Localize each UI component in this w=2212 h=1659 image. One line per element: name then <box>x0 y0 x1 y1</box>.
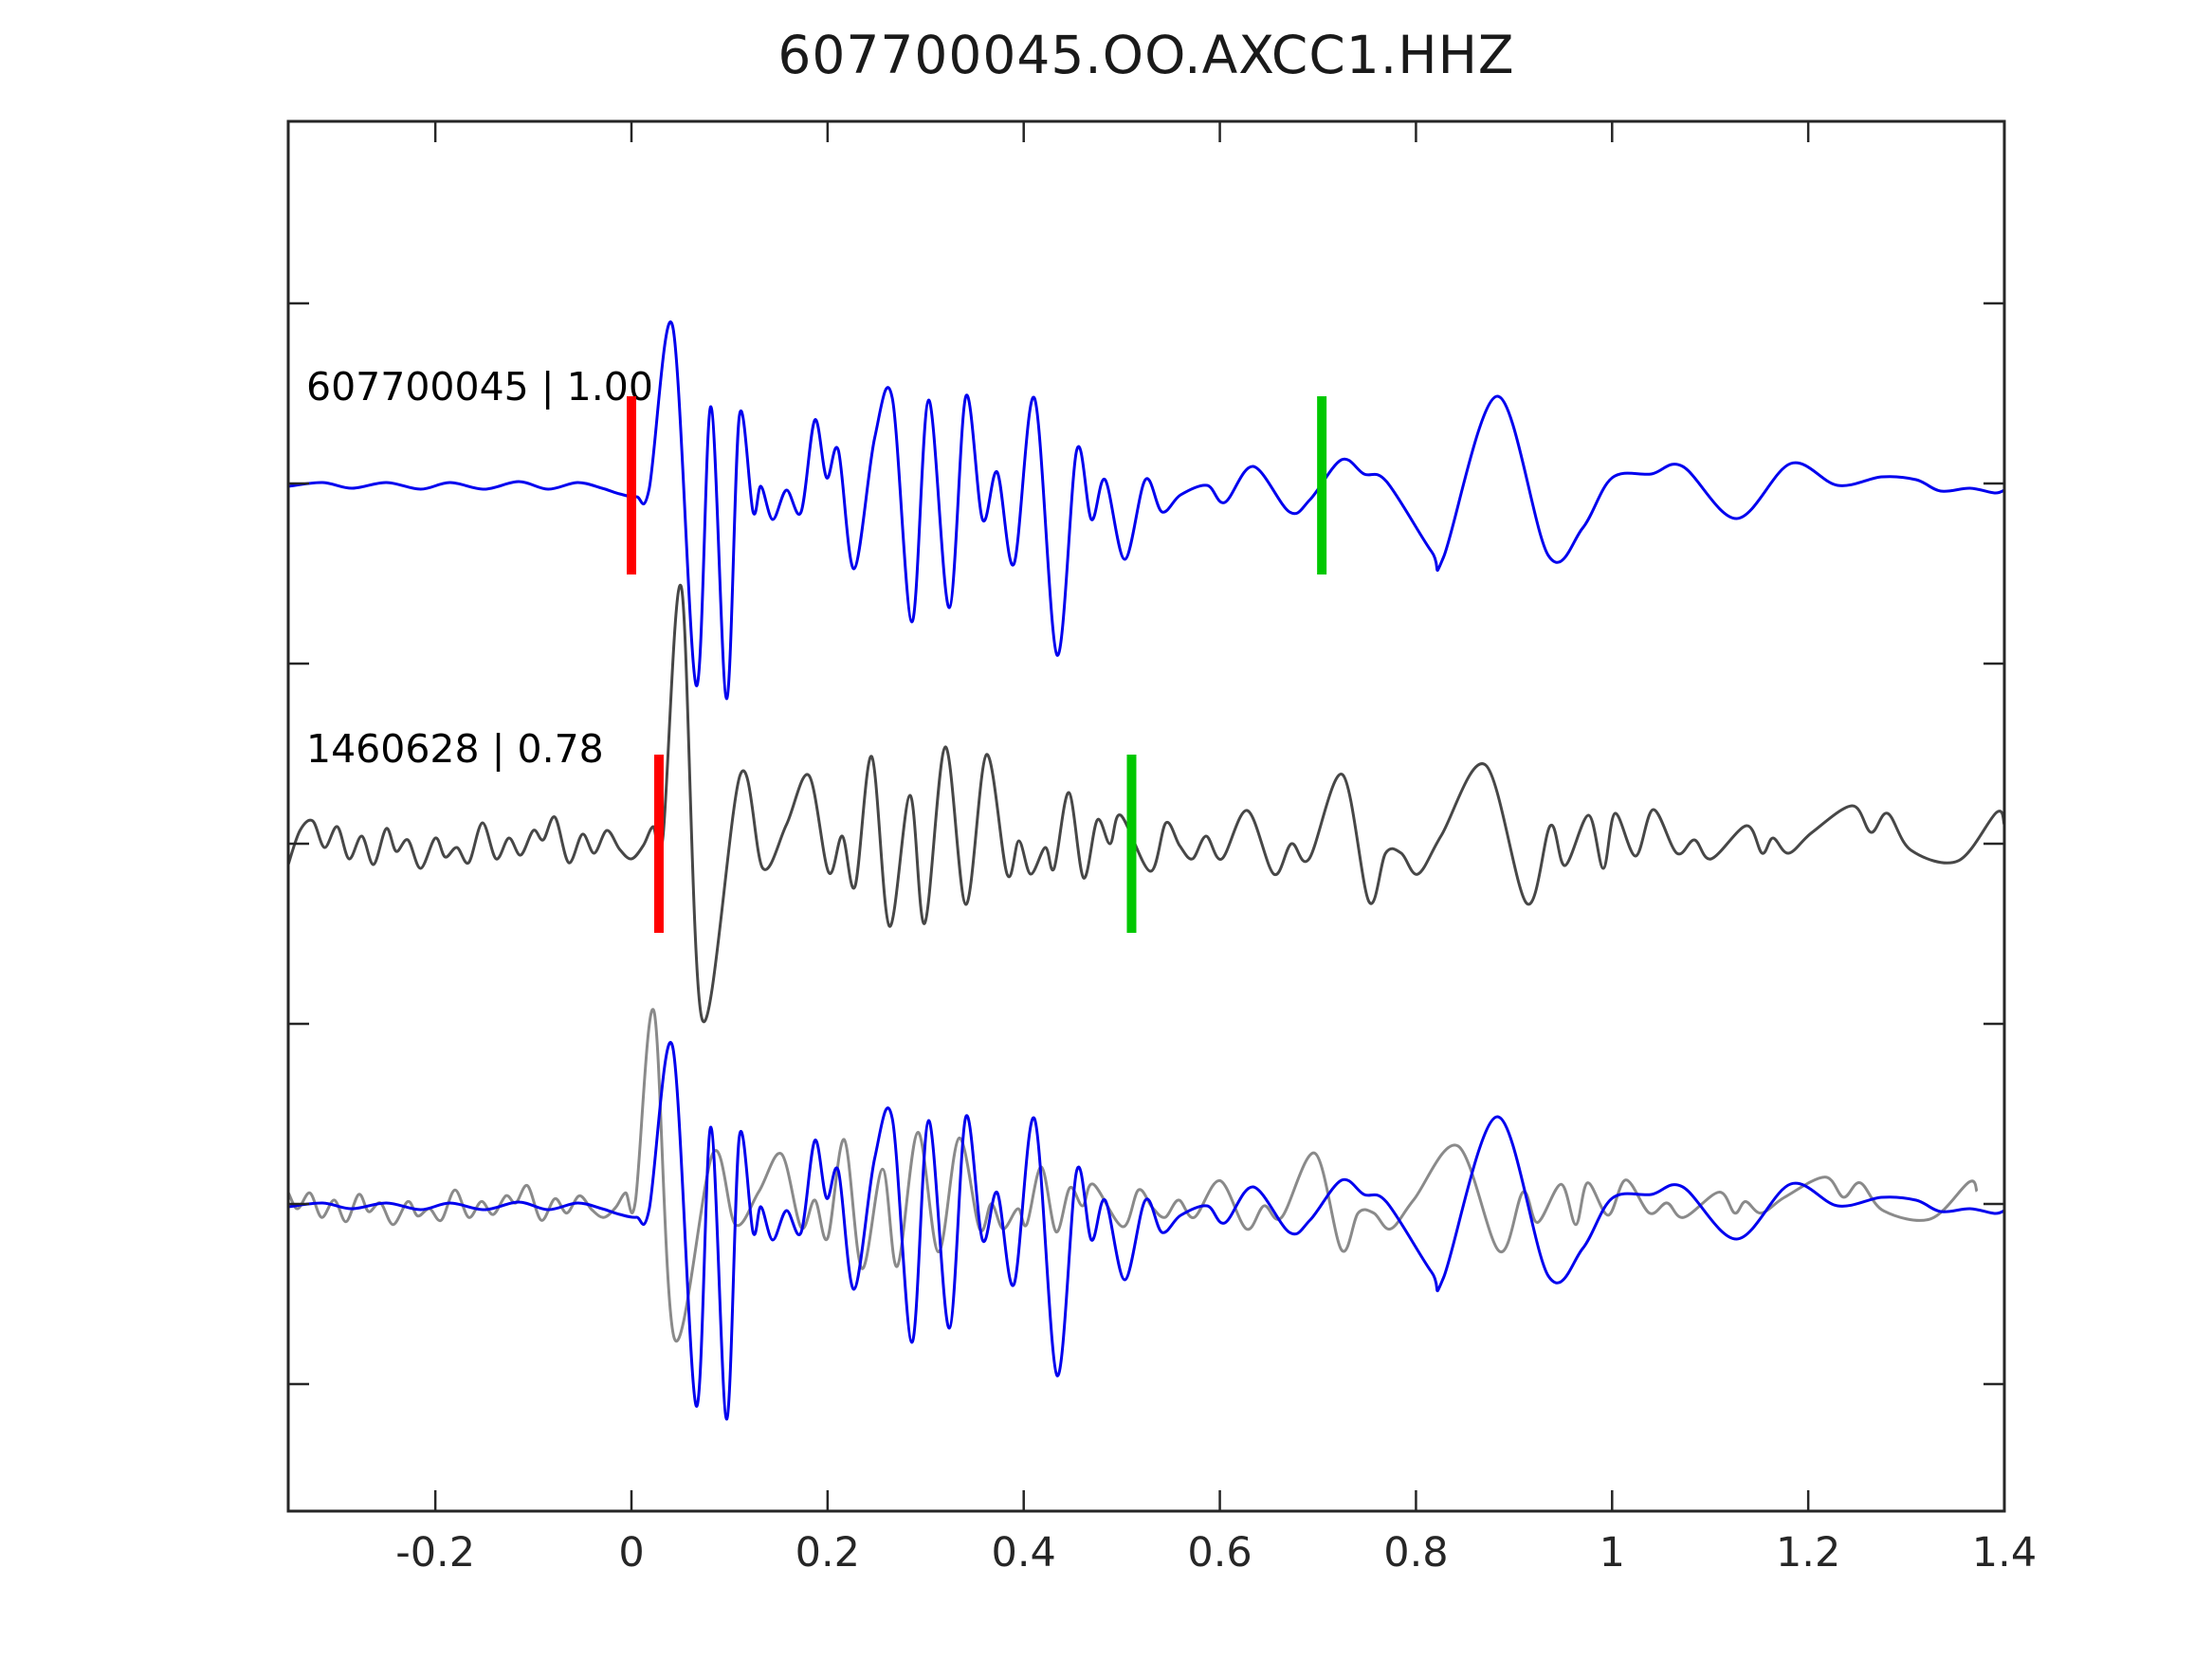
x-axis-tick-label: 0 <box>618 1529 644 1577</box>
template-trace-label: 607700045 | 1.00 <box>306 364 653 410</box>
plot-title: 607700045.OO.AXCC1.HHZ <box>777 25 1515 85</box>
detection-trace-label: 1460628 | 0.78 <box>306 726 604 772</box>
x-axis-tick-label: 1 <box>1600 1529 1625 1577</box>
x-axis-tick-label: 1.2 <box>1776 1529 1840 1577</box>
overlay-detection-path <box>288 1008 1979 1343</box>
red-pick-marker-detection <box>653 755 664 933</box>
overlay-template-path <box>288 1041 2004 1421</box>
detection-trace-path <box>288 583 2004 1024</box>
green-window-marker-template <box>1317 396 1327 574</box>
x-axis-tick-label: 0.6 <box>1187 1529 1252 1577</box>
x-axis-tick-label: 0.4 <box>992 1529 1056 1577</box>
green-window-marker-detection <box>1126 755 1137 933</box>
x-axis-tick-label: 1.4 <box>1972 1529 2037 1577</box>
template-trace-path <box>288 320 2004 701</box>
x-axis-tick-label: -0.2 <box>395 1529 475 1577</box>
x-axis-tick-label: 0.8 <box>1383 1529 1448 1577</box>
x-axis-tick-label: 0.2 <box>795 1529 860 1577</box>
red-pick-marker-template <box>627 396 636 574</box>
plot-frame <box>286 119 2006 1513</box>
